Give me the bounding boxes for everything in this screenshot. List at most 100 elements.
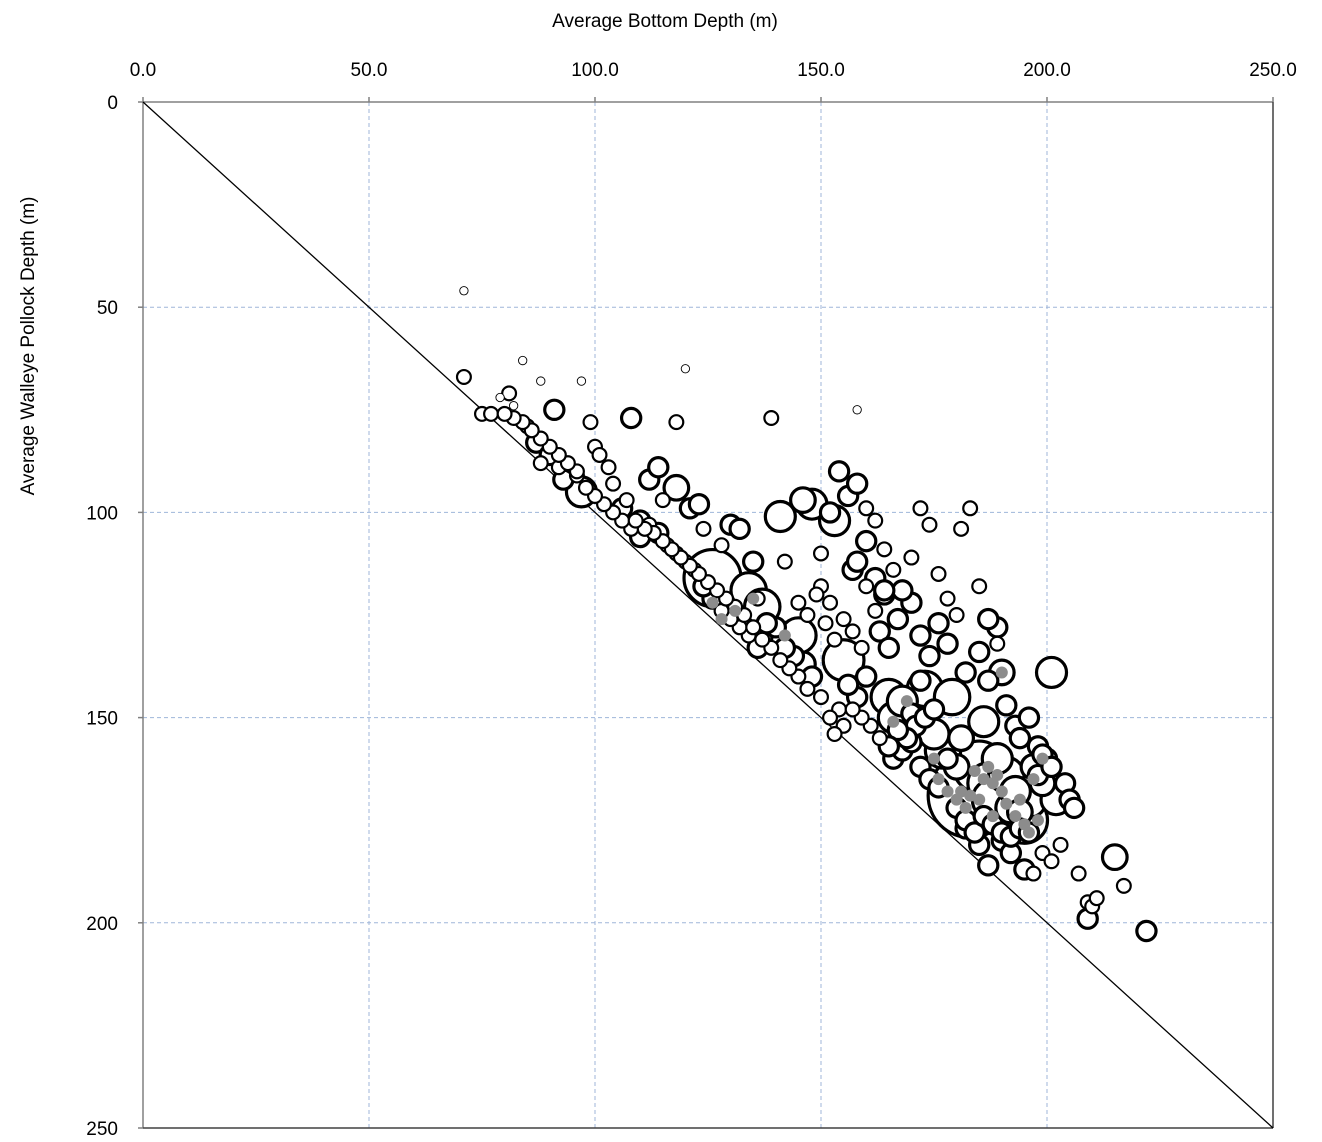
x-tick-label: 150.0 [797, 60, 845, 81]
plot-frame [142, 101, 1274, 1129]
x-tick-label: 200.0 [1023, 60, 1071, 81]
data-point [963, 821, 986, 844]
data-point [867, 512, 884, 529]
grey-inner-markers [706, 592, 1049, 839]
data-point [835, 611, 852, 628]
data-point [789, 486, 817, 514]
data-point [576, 376, 587, 386]
data-point [1088, 890, 1105, 907]
grey-marker [778, 629, 791, 642]
y-tick-label: 100 [86, 503, 118, 524]
grey-marker [991, 769, 1004, 782]
data-point [496, 405, 513, 422]
data-point [930, 565, 947, 582]
data-point [618, 492, 635, 509]
data-point [812, 689, 829, 706]
data-point [627, 512, 644, 529]
data-point [790, 594, 807, 611]
data-point [591, 446, 608, 463]
data-point [868, 620, 891, 643]
data-point [971, 578, 988, 595]
grey-marker [706, 596, 719, 609]
data-point [909, 669, 932, 692]
data-point [654, 492, 671, 509]
reference-line [142, 101, 1274, 1129]
grey-marker [959, 801, 972, 814]
data-point [808, 586, 825, 603]
data-point [508, 401, 519, 411]
data-point [662, 473, 691, 502]
data-point [947, 724, 976, 753]
data-point [577, 479, 594, 496]
grey-marker [1000, 797, 1013, 810]
data-point [763, 410, 780, 427]
data-point [1043, 853, 1060, 870]
data-point [891, 579, 914, 602]
data-point [812, 545, 829, 562]
data-point [619, 406, 643, 430]
data-point [776, 553, 793, 570]
data-point [1034, 655, 1069, 690]
data-point [903, 549, 920, 566]
grey-marker [900, 695, 913, 708]
data-point [1052, 836, 1069, 853]
x-tick-label: 250.0 [1249, 60, 1297, 81]
data-point [844, 701, 861, 718]
data-point [855, 529, 878, 553]
data-point [713, 537, 730, 554]
data-point [1100, 843, 1129, 872]
data-point [582, 414, 599, 431]
x-axis-title: Average Bottom Depth (m) [552, 11, 778, 32]
data-point [845, 550, 869, 573]
data-point [543, 398, 566, 421]
data-point [876, 541, 893, 558]
grey-marker [968, 764, 981, 777]
data-point [818, 501, 842, 524]
grey-marker [950, 793, 963, 806]
data-point [977, 854, 1000, 877]
data-point [822, 594, 839, 611]
y-axis-title: Average Walleye Pollock Depth (m) [18, 197, 39, 496]
data-point [763, 499, 797, 534]
data-point [962, 500, 979, 517]
grey-marker [995, 785, 1008, 798]
x-tick-label: 100.0 [571, 60, 619, 81]
data-point [695, 520, 712, 537]
data-point [668, 414, 685, 431]
grey-marker [1013, 793, 1026, 806]
data-point [680, 364, 691, 374]
data-point [605, 475, 622, 492]
data-point [909, 624, 932, 647]
data-point [989, 635, 1006, 652]
grey-marker [973, 793, 986, 806]
data-point [921, 516, 938, 533]
grey-marker [729, 604, 742, 617]
data-point [871, 730, 888, 747]
bubble-series [455, 286, 1158, 943]
data-point [912, 500, 929, 517]
data-point [845, 472, 869, 495]
data-point [799, 680, 816, 697]
data-point [877, 636, 901, 660]
data-point [827, 460, 851, 483]
data-point [1017, 706, 1041, 729]
x-tick-label: 0.0 [130, 60, 156, 81]
grey-marker [982, 760, 995, 773]
data-point [817, 615, 834, 632]
data-point [977, 669, 1000, 692]
data-point [647, 456, 670, 479]
data-point [1008, 726, 1032, 750]
data-point [995, 694, 1018, 717]
data-point [745, 619, 762, 636]
data-point [939, 590, 956, 607]
data-point [977, 607, 1000, 631]
data-point [844, 623, 861, 640]
data-point [742, 550, 765, 573]
data-point [855, 665, 878, 688]
grey-marker [932, 773, 945, 786]
data-point [967, 705, 1001, 739]
data-point [1070, 865, 1087, 882]
grey-marker [941, 785, 954, 798]
grey-marker [928, 752, 940, 765]
